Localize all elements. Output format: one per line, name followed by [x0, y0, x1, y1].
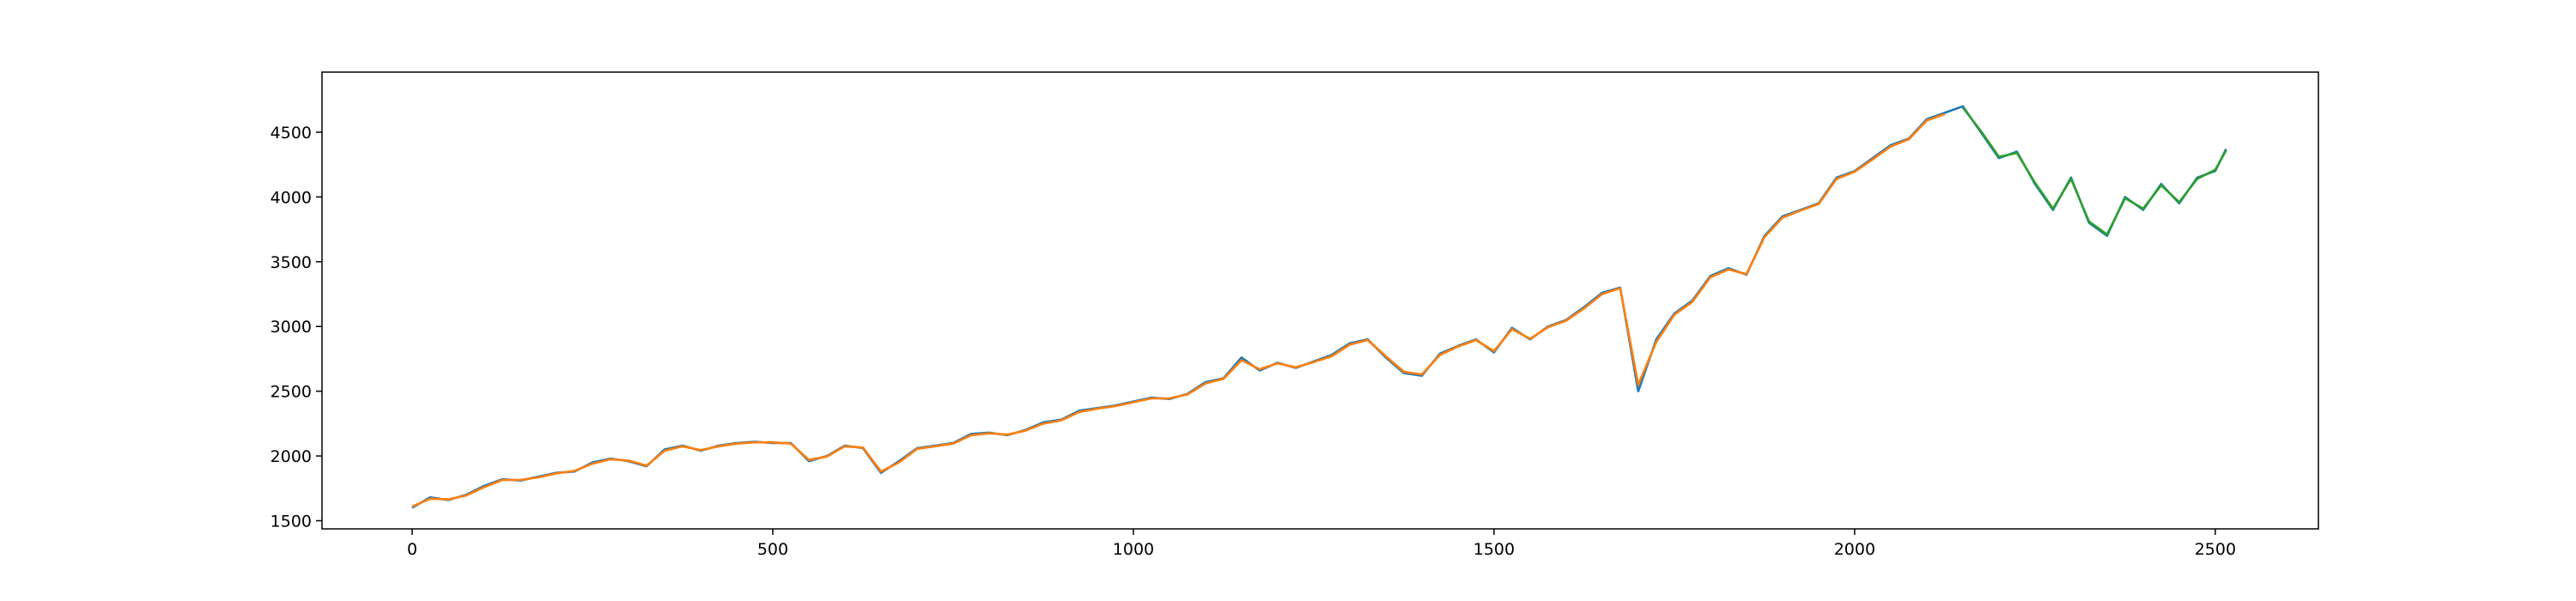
y-tick-label: 3500	[270, 253, 312, 272]
x-tick-label: 2000	[1834, 540, 1875, 559]
plot-frame	[321, 71, 2319, 530]
y-tick-label: 3000	[270, 318, 312, 337]
series-line	[411, 112, 1946, 508]
y-tick-label: 4500	[270, 124, 312, 143]
series-line	[1961, 106, 2227, 236]
y-tick-label: 1500	[270, 512, 312, 531]
x-tick-label: 500	[757, 540, 788, 559]
x-tick-label: 2500	[2195, 540, 2236, 559]
x-tick-label: 0	[407, 540, 417, 559]
y-tick-label: 2500	[270, 383, 312, 402]
x-tick-label: 1500	[1473, 540, 1515, 559]
y-tick-label: 4000	[270, 188, 312, 207]
x-tick-label: 1000	[1113, 540, 1154, 559]
y-tick-label: 2000	[270, 447, 312, 466]
